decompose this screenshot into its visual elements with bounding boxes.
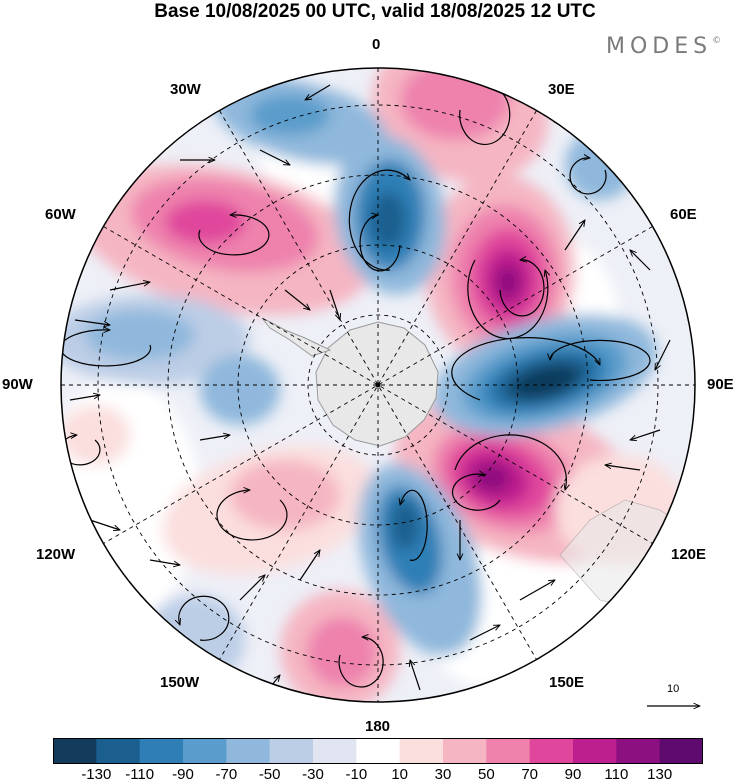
colorbar-border [53,738,703,764]
colorbar-tick-label: 50 [477,766,495,783]
chart-title: Base 10/08/2025 00 UTC, valid 18/08/2025… [154,1,596,22]
colorbar-swatch [96,738,141,764]
colorbar-swatch [53,738,97,764]
colorbar-swatch [529,738,574,764]
colorbar-swatch [139,738,184,764]
modes-logo: MODES© [606,34,721,59]
colorbar-swatch [226,738,271,764]
colorbar-tick-label: 130 [647,766,673,783]
colorbar-tick-label: -30 [302,766,324,783]
colorbar-swatch [486,738,531,764]
lon-label-120e: 120E [671,546,707,563]
colorbar-swatch [183,738,227,764]
colorbar-tick-label: -70 [215,766,238,783]
lon-label-0: 0 [372,36,381,53]
pole-mark [375,382,381,388]
lon-label-90w: 90W [2,376,33,393]
colorbar-swatch [399,738,444,764]
colorbar-swatch [659,738,703,764]
colorbar-tick-label: 110 [604,766,629,783]
lon-label-90e: 90E [707,376,734,393]
colorbar-swatch [443,738,487,764]
lon-label-30w: 30W [170,81,201,98]
reference-vector-label: 10 [667,683,680,695]
colorbar-swatch [616,738,661,764]
lon-label-120w: 120W [36,546,76,563]
lon-label-60e: 60E [670,206,697,223]
lon-label-150w: 150W [160,674,200,691]
colorbar-tick-label: -10 [345,766,368,783]
colorbar-tick-label: 90 [564,766,582,783]
graticule [61,68,695,702]
colorbar-swatch [269,738,314,764]
colorbar-tick-label: -50 [258,766,281,783]
colorbar-tick-label: 70 [521,766,538,783]
colorbar-tick-label: -130 [81,766,112,783]
colorbar-tick-label: -90 [172,766,194,783]
map-border [60,67,696,703]
colorbar-swatch [573,738,617,764]
colorbar [53,738,703,764]
lon-label-30e: 30E [548,81,575,98]
colorbar-tick-label: 30 [434,766,452,783]
colorbar-swatch [356,738,401,764]
brand-mark: © [712,36,722,46]
lon-label-150e: 150E [549,674,585,691]
lon-label-180: 180 [365,718,391,735]
brand-name: MODES [606,34,713,59]
colorbar-tick-label: -110 [125,766,155,783]
lon-label-60w: 60W [45,206,76,223]
colorbar-swatch [313,738,357,764]
colorbar-tick-label: 10 [391,766,408,783]
